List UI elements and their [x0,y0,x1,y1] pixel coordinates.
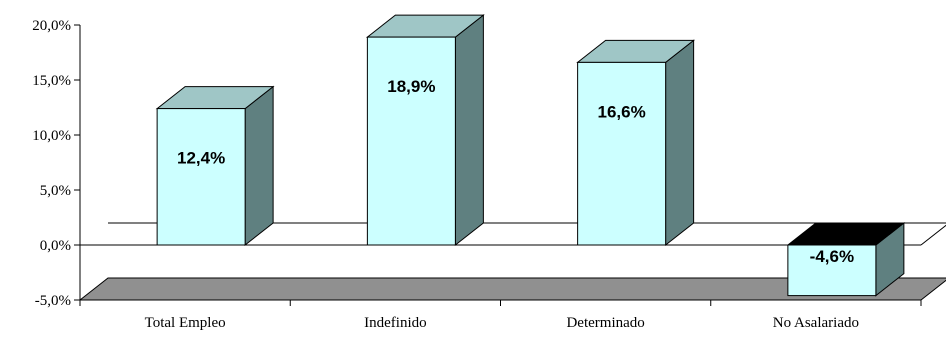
category-axis: Total Empleo Indefinido Determinado No Asal… [79,300,922,331]
bar-group: 12,4% [155,85,275,247]
chart-floor [78,277,946,301]
floor-plane [78,277,946,301]
bars: 12,4% 18,9% 16,6% -4,6% [155,14,906,297]
y-tick-label: -5,0% [35,293,71,309]
bar [156,108,246,246]
y-tick-label: 10,0% [32,128,71,144]
y-tick-label: 5,0% [40,183,71,199]
data-label: 16,6% [598,102,646,121]
data-label: 18,9% [387,77,435,96]
bar-group: 18,9% [365,14,485,247]
category-label: No Asalariado [773,315,859,331]
bar [787,244,877,297]
data-label: -4,6% [810,247,854,266]
data-label: 12,4% [177,149,225,168]
category-label: Determinado [566,315,644,331]
value-axis: -5,0% 0,0% 5,0% 10,0% 15,0% 20,0% [32,18,81,309]
bar [366,36,456,246]
bar-side [665,39,695,247]
y-tick-label: 20,0% [32,18,71,34]
bar-group: -4,6% [786,221,906,297]
bar-group: 16,6% [576,39,696,247]
bar-side [244,85,274,247]
category-label: Indefinido [364,315,426,331]
y-tick-label: 15,0% [32,73,71,89]
bar-side [454,14,484,247]
y-tick-label: 0,0% [40,238,71,254]
zero-line-side [920,224,946,246]
category-label: Total Empleo [145,315,226,331]
bar [577,61,667,246]
